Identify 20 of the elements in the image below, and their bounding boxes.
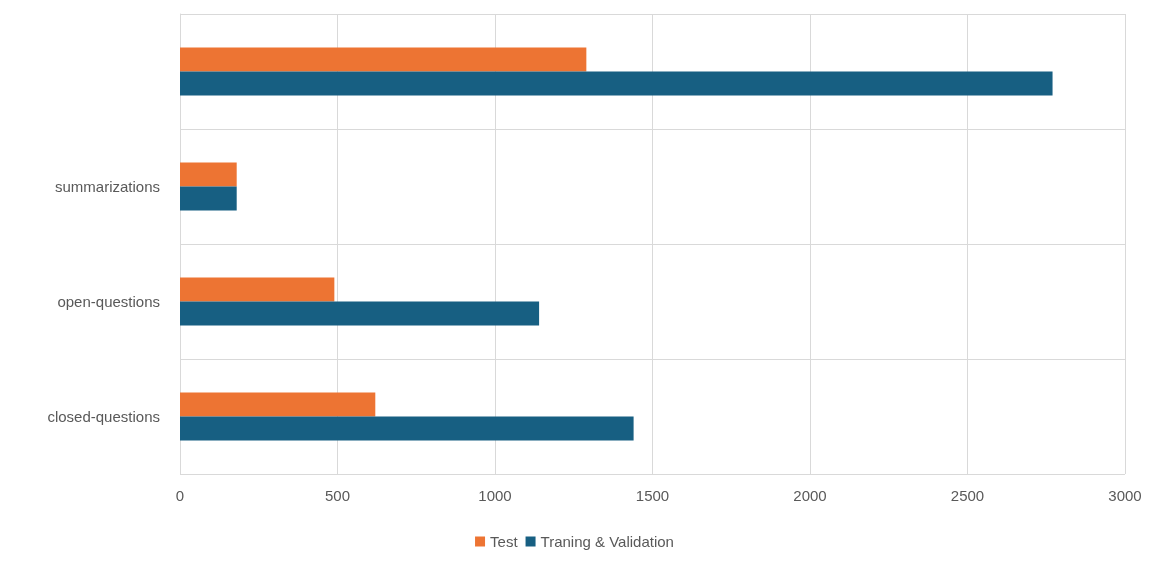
bar [180,277,335,302]
x-tick-label: 1000 [478,487,512,504]
x-tick-label: 3000 [1108,487,1142,504]
bar [180,47,587,72]
y-tick-label: closed-questions [47,408,160,425]
bar [180,162,237,187]
legend-label: Traning & Validation [540,533,674,550]
bar [180,416,634,441]
y-tick-label: summarizations [54,178,160,195]
x-tick-label: 0 [175,487,185,504]
bar [180,392,376,417]
y-tick-label: open-questions [57,293,160,310]
x-tick-label: 2000 [793,487,827,504]
x-tick-label: 500 [324,487,351,504]
bar [180,186,237,211]
x-tick-label: 2500 [950,487,985,504]
bar [180,301,540,326]
x-tick-label: 1500 [635,487,670,504]
bar [180,71,1053,96]
legend-label: Test [490,533,519,550]
